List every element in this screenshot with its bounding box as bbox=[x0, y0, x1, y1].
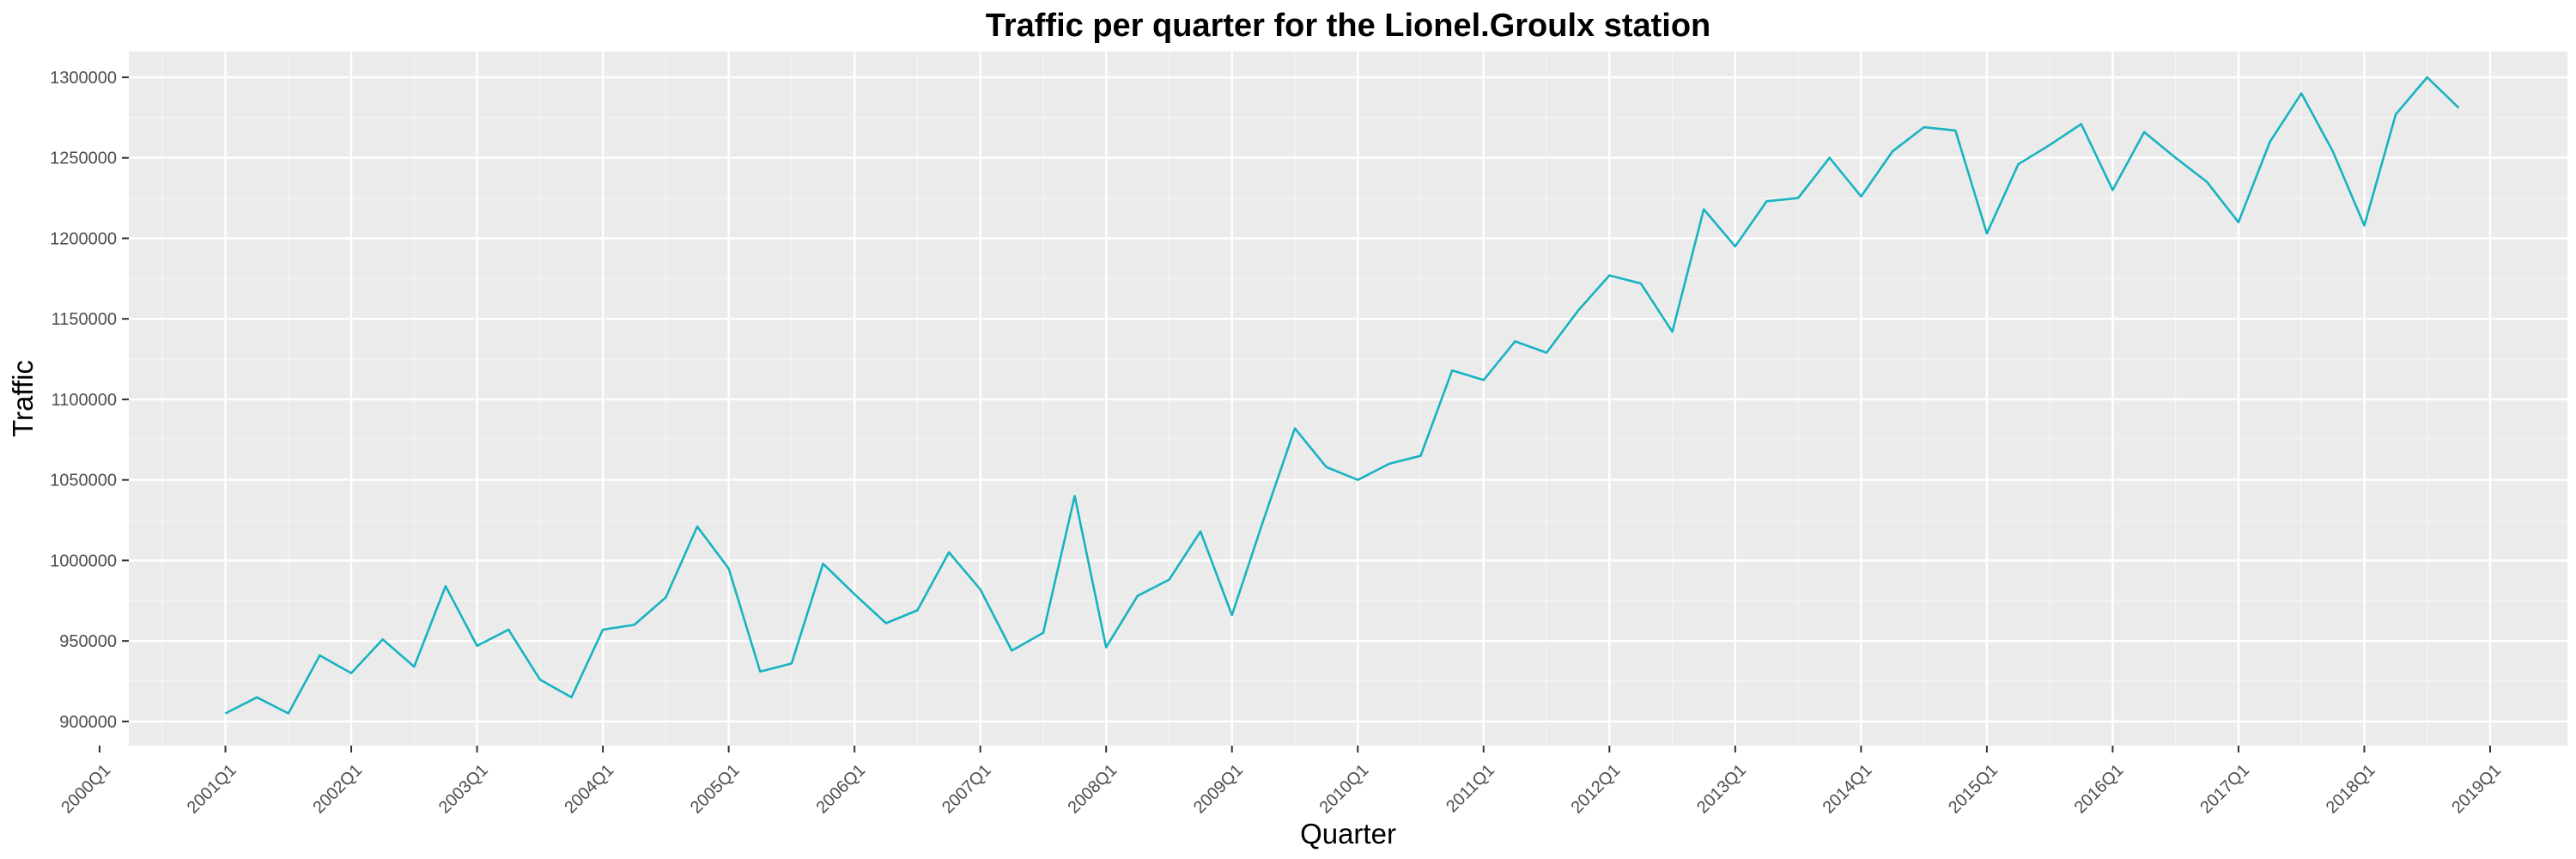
series-layer bbox=[224, 76, 2460, 715]
x-tick-label: 2013Q1 bbox=[1693, 761, 1750, 818]
y-tick-label: 1300000 bbox=[50, 69, 117, 88]
y-tick-label: 1050000 bbox=[50, 472, 117, 490]
y-tick-label: 1000000 bbox=[50, 551, 117, 570]
traffic-line bbox=[224, 76, 2460, 715]
x-tick-label: 2014Q1 bbox=[1820, 761, 1876, 818]
x-axis-title: Quarter bbox=[1300, 818, 1396, 850]
x-tick-label: 2008Q1 bbox=[1064, 761, 1121, 818]
x-tick-label: 2016Q1 bbox=[2071, 761, 2128, 818]
y-tick-label: 1250000 bbox=[50, 149, 117, 168]
x-tick-label: 2010Q1 bbox=[1316, 761, 1373, 818]
x-tick-label: 2018Q1 bbox=[2323, 761, 2379, 818]
x-tick-label: 2015Q1 bbox=[1945, 761, 2002, 818]
x-tick-label: 2009Q1 bbox=[1190, 761, 1247, 818]
x-tick-label: 2019Q1 bbox=[2448, 761, 2505, 818]
y-tick-label: 1100000 bbox=[52, 391, 117, 410]
x-tick-label: 2012Q1 bbox=[1568, 761, 1625, 818]
x-tick-label: 2000Q1 bbox=[58, 761, 114, 818]
x-tick-label: 2006Q1 bbox=[812, 761, 869, 818]
x-tick-label: 2005Q1 bbox=[687, 761, 744, 818]
x-tick-labels: 2000Q1 2001Q1 2002Q1 2003Q1 2004Q1 2005Q1 2006… bbox=[58, 761, 2505, 818]
x-tick-label: 2017Q1 bbox=[2196, 761, 2253, 818]
x-tick-label: 2004Q1 bbox=[561, 761, 617, 818]
x-tick-label: 2003Q1 bbox=[435, 761, 492, 818]
x-tick-label: 2001Q1 bbox=[184, 761, 240, 818]
y-tick-label: 1150000 bbox=[52, 310, 117, 329]
major-gridlines bbox=[98, 52, 2567, 746]
y-tick-labels: 900000 950000 1000000 1050000 1100000 1150000… bbox=[50, 69, 117, 732]
y-axis-title: Traffic bbox=[7, 360, 39, 437]
x-tick-label: 2011Q1 bbox=[1443, 761, 1498, 817]
y-tick-label: 900000 bbox=[59, 713, 117, 732]
x-tick-label: 2007Q1 bbox=[939, 761, 995, 818]
axis-ticks bbox=[99, 76, 2491, 752]
y-tick-label: 950000 bbox=[59, 632, 117, 651]
chart-title: Traffic per quarter for the Lionel.Groul… bbox=[986, 8, 1711, 44]
x-tick-label: 2002Q1 bbox=[309, 761, 366, 818]
y-tick-label: 1200000 bbox=[50, 229, 117, 248]
